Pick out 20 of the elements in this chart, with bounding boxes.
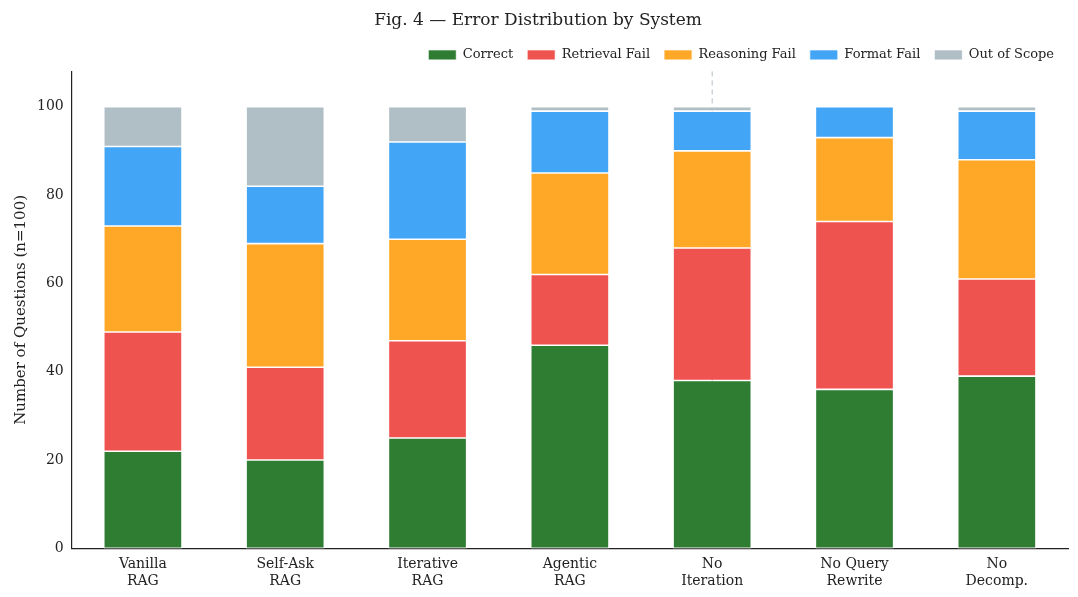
y-tick-label: 100 [36,97,64,114]
x-tick-label: Vanilla RAG [117,555,167,589]
y-tick-label: 80 [45,185,64,202]
legend-label: Out of Scope [968,46,1055,62]
y-tick-label: 40 [45,362,64,379]
x-tick-label: Agentic RAG [541,555,598,589]
chart-title: Fig. 4 — Error Distribution by System [374,8,702,29]
legend-label: Correct [462,46,514,62]
legend-label: Reasoning Fail [698,46,796,62]
y-tick-label: 20 [45,450,64,467]
x-tick-label: No Decomp. [965,555,1029,589]
y-tick-label: 60 [45,274,64,291]
x-tick-label: Self-Ask RAG [256,555,315,589]
y-axis-title: Number of Questions (n=100) [10,194,29,425]
x-tick-label: No Iteration [681,555,744,589]
x-tick-label: No Query Rewrite [820,555,889,589]
legend-label: Format Fail [844,46,921,62]
y-tick-label: 0 [54,539,64,556]
legend-label: Retrieval Fail [561,46,651,62]
x-tick-label: Iterative RAG [397,555,458,589]
